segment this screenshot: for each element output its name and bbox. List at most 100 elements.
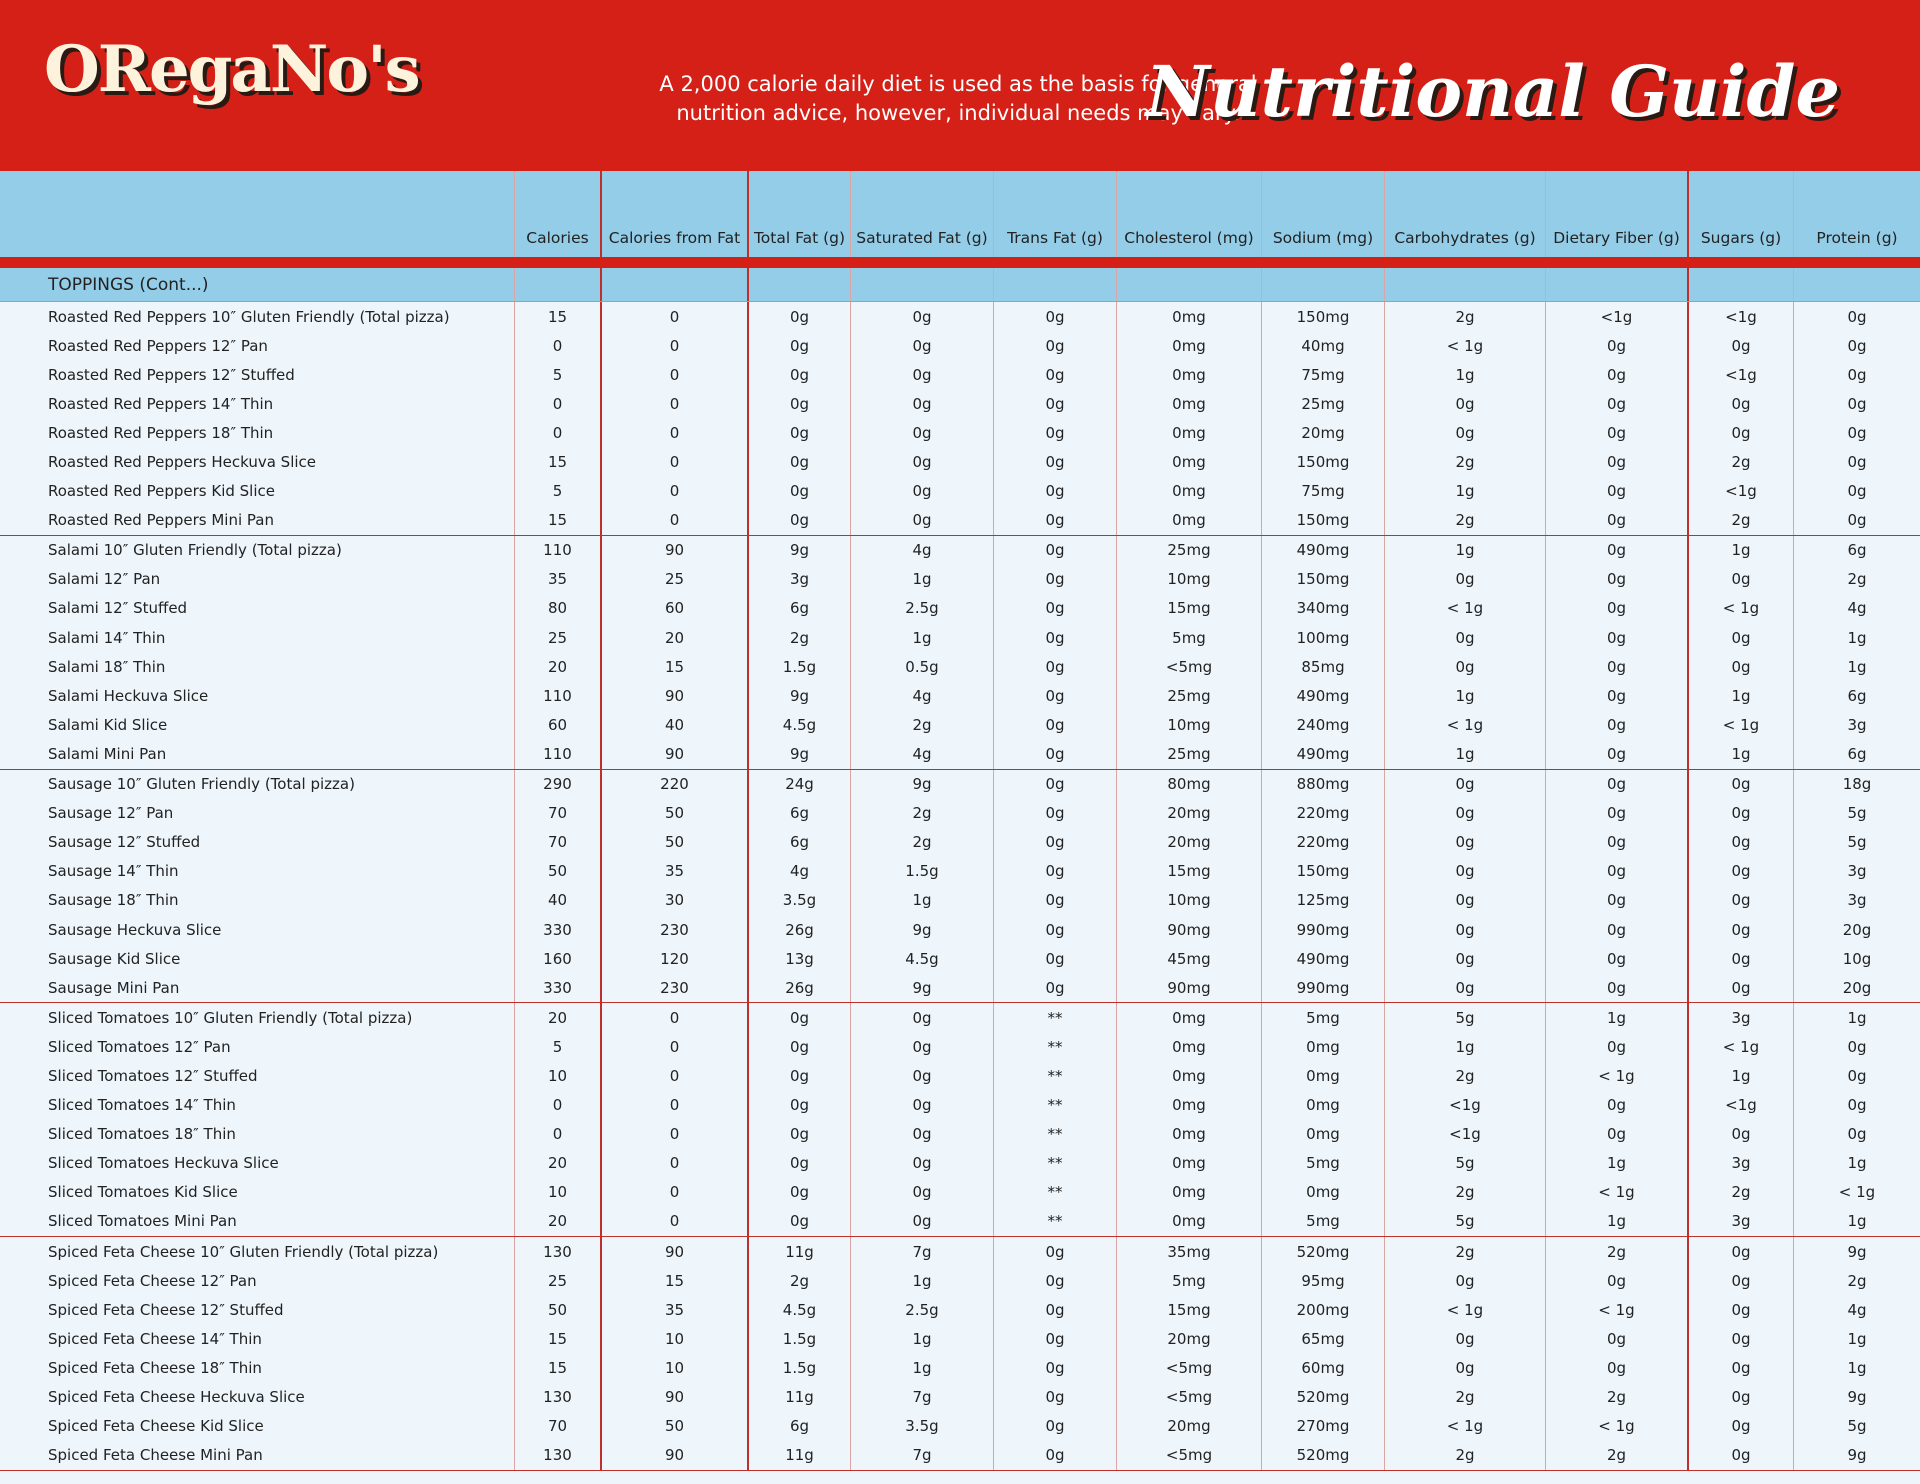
value-cell: 0g (993, 418, 1116, 448)
table-row: Sliced Tomatoes 18″ Thin 0 0 0g 0g ** 0mg 0mg <1… (0, 1119, 1920, 1149)
value-cell: 2g (850, 710, 993, 740)
value-cell: 0g (1687, 623, 1793, 653)
item-name: Salami Kid Slice (48, 715, 168, 734)
value-cell: 70 (514, 1411, 600, 1441)
value-cell: 0g (1687, 331, 1793, 361)
value-cell: 7g (850, 1237, 993, 1267)
value-cell: 25 (600, 564, 747, 594)
value-cell: 0g (850, 1090, 993, 1120)
value-cell: 50 (600, 1411, 747, 1441)
value-cell: 10mg (1116, 564, 1261, 594)
table-row: Salami 12″ Pan 35 25 3g 1g 0g 10mg 150mg 0g 0g 0g 2… (0, 564, 1920, 594)
value-cell: 2g (1384, 1382, 1545, 1412)
value-cell: 220mg (1261, 827, 1384, 857)
value-cell: 0g (993, 739, 1116, 769)
value-cell: 3g (747, 564, 850, 594)
value-cell: 125mg (1261, 885, 1384, 915)
value-cell: 0g (1545, 710, 1687, 740)
value-cell: 520mg (1261, 1440, 1384, 1470)
value-cell: 0g (747, 476, 850, 506)
value-cell: 90 (600, 1382, 747, 1412)
value-cell: 0g (993, 1237, 1116, 1267)
value-cell: < 1g (1793, 1177, 1920, 1207)
value-cell: 0g (993, 476, 1116, 506)
value-cell: 0g (1384, 827, 1545, 857)
value-cell: 0g (1793, 389, 1920, 419)
value-cell: 0g (747, 389, 850, 419)
table-row: Spiced Feta Cheese Kid Slice 70 50 6g 3.5g 0g… (0, 1411, 1920, 1441)
item-name: Roasted Red Peppers Kid Slice (48, 482, 275, 501)
value-cell: 0g (1687, 1411, 1793, 1441)
value-cell: 0g (850, 331, 993, 361)
value-cell: 0g (993, 447, 1116, 477)
value-cell: < 1g (1384, 1295, 1545, 1325)
value-cell: 2g (747, 1266, 850, 1296)
value-cell: 3g (1793, 885, 1920, 915)
value-cell: 2g (1384, 1237, 1545, 1267)
row-group: Sliced Tomatoes 10″ Gluten Friendly (Tot… (0, 1003, 1920, 1237)
value-cell: 0g (1384, 769, 1545, 799)
value-cell: < 1g (1545, 1061, 1687, 1091)
value-cell: 6g (1793, 681, 1920, 711)
item-name: Sliced Tomatoes 14″ Thin (48, 1096, 236, 1115)
value-cell: 0 (600, 418, 747, 448)
table-row: Sausage 10″ Gluten Friendly (Total pizza… (0, 769, 1920, 799)
value-cell: 20 (514, 1003, 600, 1033)
value-cell: 9g (1793, 1440, 1920, 1470)
value-cell: 5 (514, 476, 600, 506)
value-cell: 230 (600, 973, 747, 1003)
value-cell: 90mg (1116, 973, 1261, 1003)
table-row: Sausage 12″ Pan 70 50 6g 2g 0g 20mg 220mg 0g 0g 0g… (0, 798, 1920, 828)
value-cell: 15 (600, 1266, 747, 1296)
value-cell: 0g (850, 447, 993, 477)
value-cell: 0g (1384, 1324, 1545, 1354)
value-cell: 290 (514, 769, 600, 799)
value-cell: 0g (747, 360, 850, 390)
value-cell: 9g (747, 535, 850, 565)
value-cell: 0g (850, 302, 993, 332)
value-cell: 2g (1384, 1061, 1545, 1091)
row-group: Sausage 10″ Gluten Friendly (Total pizza… (0, 769, 1920, 1004)
value-cell: 11g (747, 1237, 850, 1267)
value-cell: 20g (1793, 914, 1920, 945)
value-cell: < 1g (1384, 593, 1545, 624)
value-cell: 230 (600, 914, 747, 945)
value-cell: 90 (600, 1440, 747, 1470)
value-cell: 75mg (1261, 476, 1384, 506)
item-name: Sliced Tomatoes 18″ Thin (48, 1125, 236, 1144)
item-name: Spiced Feta Cheese 10″ Gluten Friendly (… (48, 1242, 439, 1261)
value-cell: 0g (993, 798, 1116, 828)
value-cell: < 1g (1384, 710, 1545, 740)
value-cell: 1g (1793, 623, 1920, 653)
value-cell: 1g (850, 1324, 993, 1354)
value-cell: 150mg (1261, 302, 1384, 332)
value-cell: 20mg (1116, 1324, 1261, 1354)
value-cell: ** (993, 1090, 1116, 1120)
value-cell: 0g (993, 710, 1116, 740)
table-row: Salami Mini Pan 110 90 9g 4g 0g 25mg 490mg 1g 0g 1… (0, 739, 1920, 769)
column-header: Calories (514, 171, 600, 257)
value-cell: 0g (1687, 389, 1793, 419)
value-cell: 0g (1545, 1324, 1687, 1354)
value-cell: 3g (1687, 1148, 1793, 1178)
value-cell: 10 (514, 1061, 600, 1091)
value-cell: 15mg (1116, 856, 1261, 886)
value-cell: 0g (1687, 652, 1793, 682)
value-cell: 5g (1793, 1411, 1920, 1441)
item-name: Roasted Red Peppers 18″ Thin (48, 423, 274, 442)
value-cell: ** (993, 1148, 1116, 1178)
value-cell: 0g (1793, 476, 1920, 506)
item-name: Roasted Red Peppers 12″ Pan (48, 336, 268, 355)
value-cell: 50 (514, 856, 600, 886)
value-cell: 100mg (1261, 623, 1384, 653)
value-cell: 0g (1793, 1119, 1920, 1149)
value-cell: 0g (1687, 769, 1793, 799)
value-cell: 15mg (1116, 593, 1261, 624)
item-name: Spiced Feta Cheese 18″ Thin (48, 1358, 262, 1377)
value-cell: 10mg (1116, 885, 1261, 915)
value-cell: 1g (850, 623, 993, 653)
value-cell: 0g (747, 1119, 850, 1149)
value-cell: 0g (1384, 885, 1545, 915)
value-cell: 0g (1545, 944, 1687, 974)
